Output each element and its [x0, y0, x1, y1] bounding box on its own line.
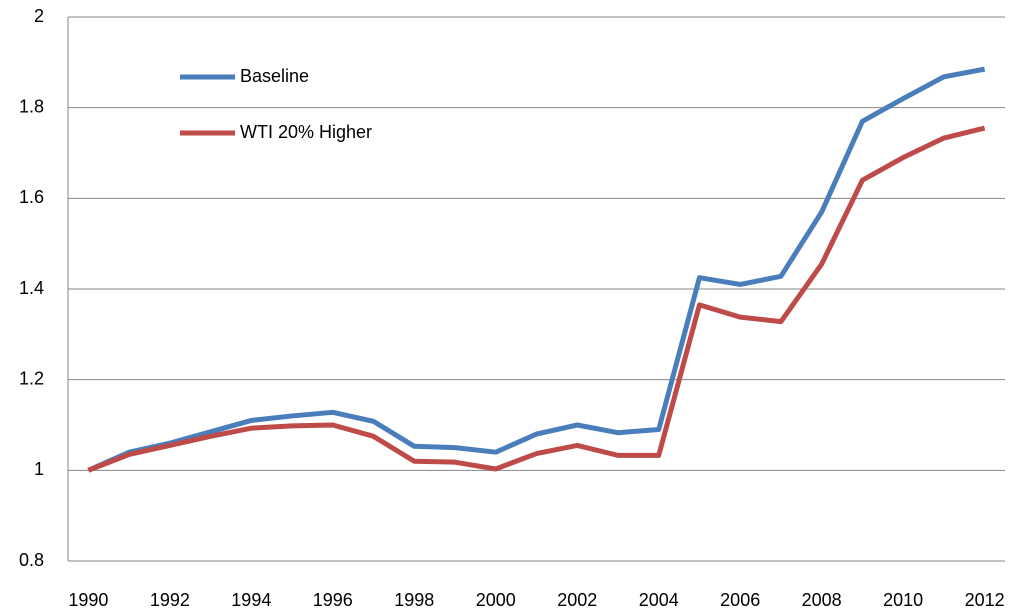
- x-tick-label: 1996: [313, 590, 353, 610]
- legend-label: WTI 20% Higher: [240, 122, 372, 142]
- y-tick-label: 1.2: [19, 368, 44, 388]
- series-line: [87, 66, 986, 473]
- series-line: [87, 125, 986, 473]
- x-tick-label: 1994: [231, 590, 271, 610]
- y-tick-label: 2: [34, 6, 44, 26]
- legend-label: Baseline: [240, 66, 309, 86]
- y-tick-label: 1.4: [19, 278, 44, 298]
- x-tick-label: 2002: [557, 590, 597, 610]
- x-tick-label: 2012: [965, 590, 1005, 610]
- x-tick-label: 2008: [802, 590, 842, 610]
- x-tick-label: 2004: [639, 590, 679, 610]
- x-tick-label: 1998: [394, 590, 434, 610]
- x-tick-label: 2010: [883, 590, 923, 610]
- y-tick-label: 1: [34, 459, 44, 479]
- x-tick-label: 1990: [68, 590, 108, 610]
- x-tick-label: 2000: [476, 590, 516, 610]
- x-tick-label: 2006: [720, 590, 760, 610]
- y-tick-label: 0.8: [19, 550, 44, 570]
- x-tick-label: 1992: [150, 590, 190, 610]
- y-tick-label: 1.8: [19, 96, 44, 116]
- y-tick-label: 1.6: [19, 187, 44, 207]
